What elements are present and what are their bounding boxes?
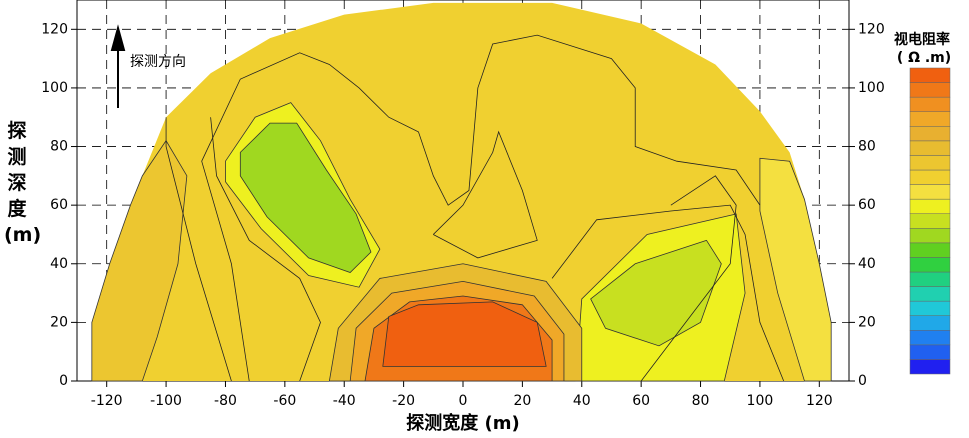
contour-region bbox=[759, 157, 832, 382]
x-tick-label: 100 bbox=[747, 393, 774, 409]
legend-swatch bbox=[909, 184, 951, 200]
y-tick-label: 40 bbox=[858, 256, 876, 272]
legend-swatch bbox=[909, 242, 951, 258]
annotation: 探测方向 bbox=[130, 54, 186, 70]
y-tick-label: 120 bbox=[858, 21, 885, 37]
legend-swatch bbox=[909, 330, 951, 346]
x-tick-label: -120 bbox=[91, 393, 123, 409]
legend-swatch bbox=[909, 96, 951, 112]
direction-arrow bbox=[110, 24, 126, 108]
x-tick-label: 60 bbox=[632, 393, 650, 409]
legend-swatch bbox=[909, 82, 951, 98]
contour-region bbox=[590, 239, 722, 347]
y-tick-label: 100 bbox=[858, 80, 885, 96]
x-tick-label: 0 bbox=[459, 393, 468, 409]
contour-line bbox=[433, 130, 538, 259]
x-tick-label: -80 bbox=[214, 393, 237, 409]
y-tick-label: 80 bbox=[858, 139, 876, 155]
legend-swatch bbox=[909, 286, 951, 302]
contour-line bbox=[201, 34, 761, 382]
y-tick-label: 60 bbox=[50, 197, 68, 213]
legend-swatch bbox=[909, 271, 951, 287]
legend-swatch bbox=[909, 315, 951, 331]
x-tick-label: -20 bbox=[392, 393, 415, 409]
y-tick-label: 20 bbox=[858, 314, 876, 330]
legend-swatch bbox=[909, 228, 951, 244]
plot bbox=[91, 2, 832, 382]
contour-line bbox=[210, 117, 321, 382]
legend-swatch bbox=[909, 198, 951, 214]
y-tick-label: 80 bbox=[50, 139, 68, 155]
legend-swatch bbox=[909, 344, 951, 360]
legend-swatch bbox=[909, 213, 951, 229]
x-tick-label: -40 bbox=[333, 393, 356, 409]
legend-swatch bbox=[909, 111, 951, 127]
y-tick-label: 0 bbox=[59, 373, 68, 389]
y-tick-label: 40 bbox=[50, 256, 68, 272]
x-axis-label: 探测宽度 (m) bbox=[406, 412, 519, 434]
y-axis-label: 探测深度(m) bbox=[4, 120, 42, 246]
legend-swatch bbox=[909, 257, 951, 273]
x-tick-label: -100 bbox=[150, 393, 182, 409]
x-tick-label: 40 bbox=[573, 393, 591, 409]
x-tick-label: 80 bbox=[692, 393, 710, 409]
y-tick-label: 0 bbox=[858, 373, 867, 389]
legend-swatch bbox=[909, 140, 951, 156]
legend-title: 视电阻率 bbox=[894, 31, 950, 48]
legend-swatch bbox=[909, 155, 951, 171]
legend-swatch bbox=[909, 169, 951, 185]
y-tick-label: 120 bbox=[41, 21, 68, 37]
contour-region bbox=[239, 122, 372, 274]
contour-line bbox=[551, 204, 785, 382]
legend-unit: ( Ω .m) bbox=[897, 50, 951, 66]
y-tick-label: 100 bbox=[41, 80, 68, 96]
legend-swatch bbox=[909, 359, 951, 375]
y-tick-label: 20 bbox=[50, 314, 68, 330]
contour-region bbox=[382, 301, 547, 367]
x-tick-label: -60 bbox=[273, 393, 296, 409]
legend-swatch bbox=[909, 126, 951, 142]
legend-swatch bbox=[909, 67, 951, 83]
x-tick-label: 20 bbox=[513, 393, 531, 409]
contour-line bbox=[640, 175, 737, 382]
x-tick-label: 120 bbox=[806, 393, 833, 409]
contour-line bbox=[165, 117, 232, 382]
y-tick-label: 60 bbox=[858, 197, 876, 213]
legend-swatch bbox=[909, 300, 951, 316]
